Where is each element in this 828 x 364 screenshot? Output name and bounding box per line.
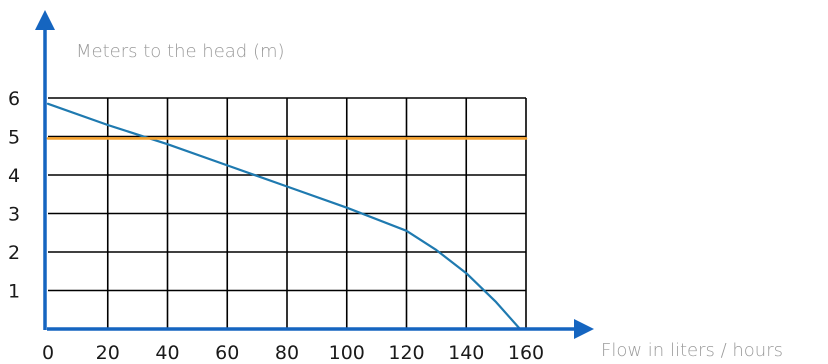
x-tick-label: 100 (329, 342, 365, 364)
y-tick-label: 4 (8, 165, 20, 187)
x-tick-label: 80 (275, 342, 299, 364)
x-tick-label: 140 (448, 342, 484, 364)
x-tick-label: 60 (215, 342, 239, 364)
x-tick-label: 40 (155, 342, 179, 364)
y-tick-label: 1 (8, 281, 20, 303)
y-tick-label: 6 (8, 88, 20, 110)
x-tick-label: 20 (96, 342, 120, 364)
x-tick-label: 120 (388, 342, 424, 364)
y-tick-label: 5 (8, 127, 20, 149)
series-layer (46, 102, 528, 331)
x-tick-label: 160 (508, 342, 544, 364)
grid (48, 97, 527, 329)
x-axis-title: Flow in liters / hours (601, 340, 783, 361)
y-axis-title: Meters to the head (m) (76, 41, 285, 62)
x-axis-arrow-icon (574, 319, 594, 339)
axes (35, 10, 594, 339)
tick-labels: 0 20 40 60 80 100 120 140 160 1 2 3 4 5 6 (8, 88, 544, 364)
y-tick-label: 2 (8, 242, 20, 264)
y-tick-label: 3 (8, 204, 20, 226)
y-axis-arrow-icon (35, 10, 55, 30)
x-tick-label: 0 (42, 342, 54, 364)
